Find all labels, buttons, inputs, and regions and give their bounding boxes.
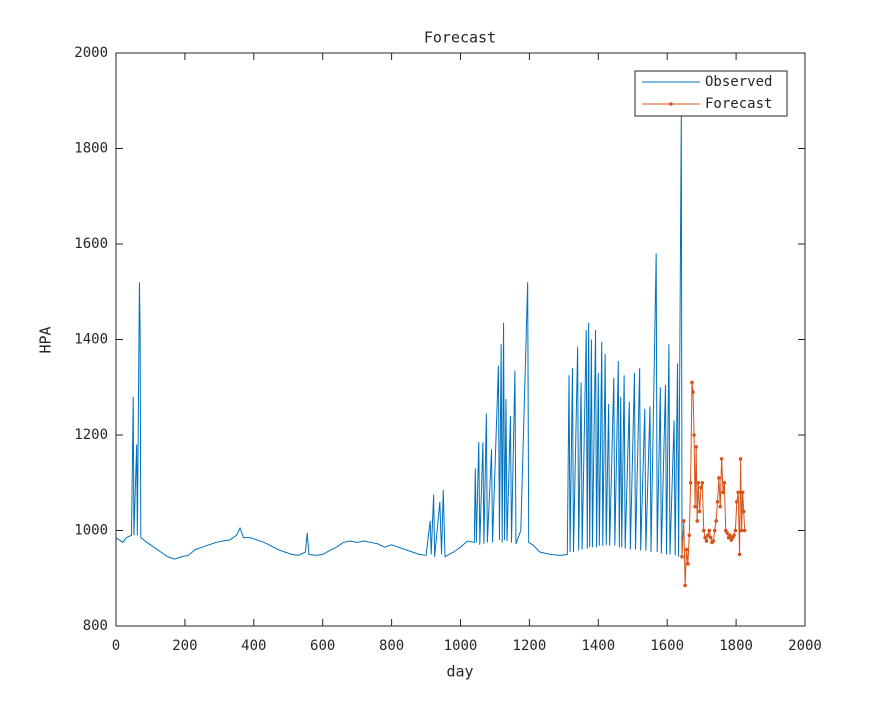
x-tick-label: 1000 xyxy=(444,638,478,654)
series-marker xyxy=(722,480,727,485)
series-marker xyxy=(736,490,740,495)
legend-swatch-marker xyxy=(669,102,673,106)
series-marker xyxy=(741,509,746,514)
series-marker xyxy=(721,490,725,495)
series-marker xyxy=(687,533,692,538)
y-tick-label: 1000 xyxy=(74,523,108,539)
x-tick-label: 400 xyxy=(241,638,266,654)
series-marker xyxy=(738,457,743,461)
y-tick-label: 800 xyxy=(83,618,108,634)
series-marker xyxy=(697,509,702,514)
series-marker xyxy=(704,539,709,543)
series-marker xyxy=(696,480,701,485)
series-marker xyxy=(742,528,747,533)
series-marker xyxy=(699,485,703,490)
series-marker xyxy=(737,552,742,557)
series-marker xyxy=(684,547,689,552)
series-marker xyxy=(681,519,686,523)
series-marker xyxy=(688,480,693,485)
series-marker xyxy=(686,562,690,566)
x-tick-label: 800 xyxy=(379,638,404,654)
series-marker xyxy=(733,528,738,533)
series-marker xyxy=(714,519,718,523)
series-marker xyxy=(701,528,706,533)
y-tick-label: 1600 xyxy=(74,236,108,252)
series-marker xyxy=(708,535,713,540)
x-tick-label: 600 xyxy=(310,638,335,654)
y-tick-label: 1800 xyxy=(74,141,108,157)
y-axis-label: HPA xyxy=(37,326,55,353)
x-tick-label: 1200 xyxy=(513,638,547,654)
series-marker xyxy=(740,490,745,495)
series-marker xyxy=(715,500,720,504)
plot-area xyxy=(115,52,806,627)
legend-box xyxy=(634,70,788,117)
x-tick-label: 1600 xyxy=(650,638,684,654)
series-line xyxy=(115,110,683,560)
series-marker xyxy=(691,390,695,394)
legend-label: Forecast xyxy=(705,96,772,112)
series-marker xyxy=(694,445,698,449)
series-marker xyxy=(734,500,739,504)
y-tick-label: 1400 xyxy=(74,332,108,348)
series-marker xyxy=(725,531,729,535)
series-marker xyxy=(728,533,732,538)
x-tick-label: 200 xyxy=(172,638,197,654)
x-tick-label: 1800 xyxy=(719,638,753,654)
x-axis-label: day xyxy=(446,663,473,681)
series-marker xyxy=(700,480,705,485)
series-marker xyxy=(695,519,699,523)
series-marker xyxy=(680,554,684,559)
series-marker xyxy=(712,528,717,533)
series-marker xyxy=(683,583,687,588)
series-marker xyxy=(718,504,723,509)
series-marker xyxy=(711,539,716,543)
x-tick-label: 1400 xyxy=(581,638,615,654)
series-marker xyxy=(706,533,710,538)
series-marker xyxy=(732,533,736,538)
series-marker xyxy=(707,528,712,533)
series-marker xyxy=(719,457,724,461)
series-marker xyxy=(693,504,697,509)
legend-label: Observed xyxy=(705,74,772,90)
y-tick-label: 2000 xyxy=(74,45,108,61)
series-marker xyxy=(739,528,744,533)
series-marker xyxy=(703,535,707,540)
y-tick-label: 1200 xyxy=(74,427,108,443)
x-tick-label: 2000 xyxy=(788,638,822,654)
chart-title: Forecast xyxy=(424,29,496,47)
series-marker xyxy=(690,380,694,385)
x-tick-label: 0 xyxy=(112,638,120,654)
series-marker xyxy=(717,476,721,480)
series-marker xyxy=(692,433,696,437)
